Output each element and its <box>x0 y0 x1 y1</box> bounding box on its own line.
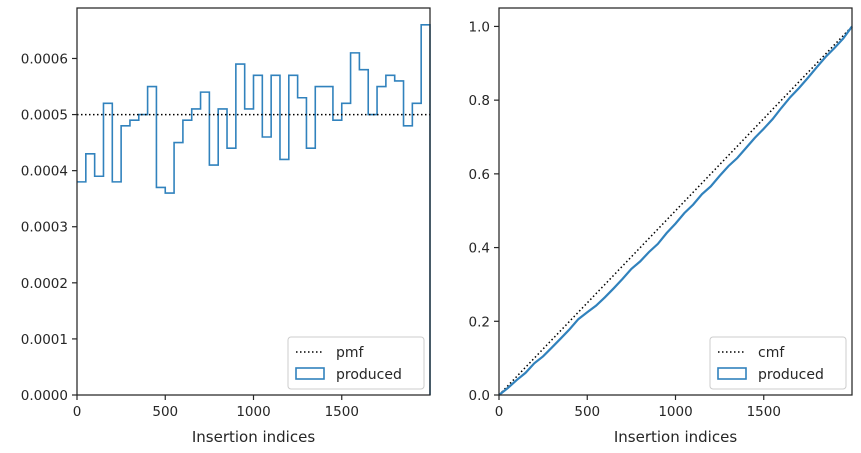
y-tick-label: 0.4 <box>469 241 490 257</box>
cmf-panel: 0 500 1000 1500 0.0 0.2 0.4 0.6 0.8 1.0 Insertion … <box>469 7 853 446</box>
y-tick-label: 0.0 <box>469 388 490 404</box>
y-tick-label: 0.8 <box>469 93 490 109</box>
legend-reference-label: pmf <box>336 345 365 361</box>
pmf-panel: 0 500 1000 1500 0.0000 0.0001 0.0002 0.0003 0.00… <box>21 7 431 446</box>
legend: pmf produced <box>287 336 425 390</box>
legend-box <box>287 336 425 390</box>
y-tick-label: 0.0002 <box>21 276 68 292</box>
produced-series <box>77 24 431 395</box>
legend-series-swatch <box>295 367 325 380</box>
x-axis-label: Insertion indices <box>192 428 315 446</box>
legend-reference-label: cmf <box>758 345 785 361</box>
y-tick-label: 0.6 <box>469 167 490 183</box>
y-tick-label: 1.0 <box>469 19 490 35</box>
legend-series-label: produced <box>336 367 402 383</box>
x-tick-label: 1000 <box>236 404 270 420</box>
cmf-line <box>498 25 853 396</box>
produced-series <box>498 25 853 396</box>
y-tick-label: 0.0001 <box>21 332 68 348</box>
x-tick-label: 0 <box>73 404 82 420</box>
x-tick-label: 1000 <box>658 404 692 420</box>
y-tick-label: 0.0005 <box>21 108 68 124</box>
x-tick-label: 0 <box>495 404 504 420</box>
x-tick-label: 1500 <box>325 404 359 420</box>
legend: cmf produced <box>709 336 847 390</box>
y-tick-label: 0.0003 <box>21 220 68 236</box>
legend-series-swatch <box>717 367 747 380</box>
x-tick-label: 1500 <box>747 404 781 420</box>
x-tick-label: 500 <box>574 404 600 420</box>
y-tick-label: 0.0006 <box>21 51 68 67</box>
y-tick-label: 0.2 <box>469 314 490 330</box>
legend-series-label: produced <box>758 367 824 383</box>
x-axis-label: Insertion indices <box>614 428 737 446</box>
x-tick-label: 500 <box>152 404 178 420</box>
y-tick-label: 0.0004 <box>21 164 68 180</box>
legend-box <box>709 336 847 390</box>
y-tick-label: 0.0000 <box>21 388 68 404</box>
